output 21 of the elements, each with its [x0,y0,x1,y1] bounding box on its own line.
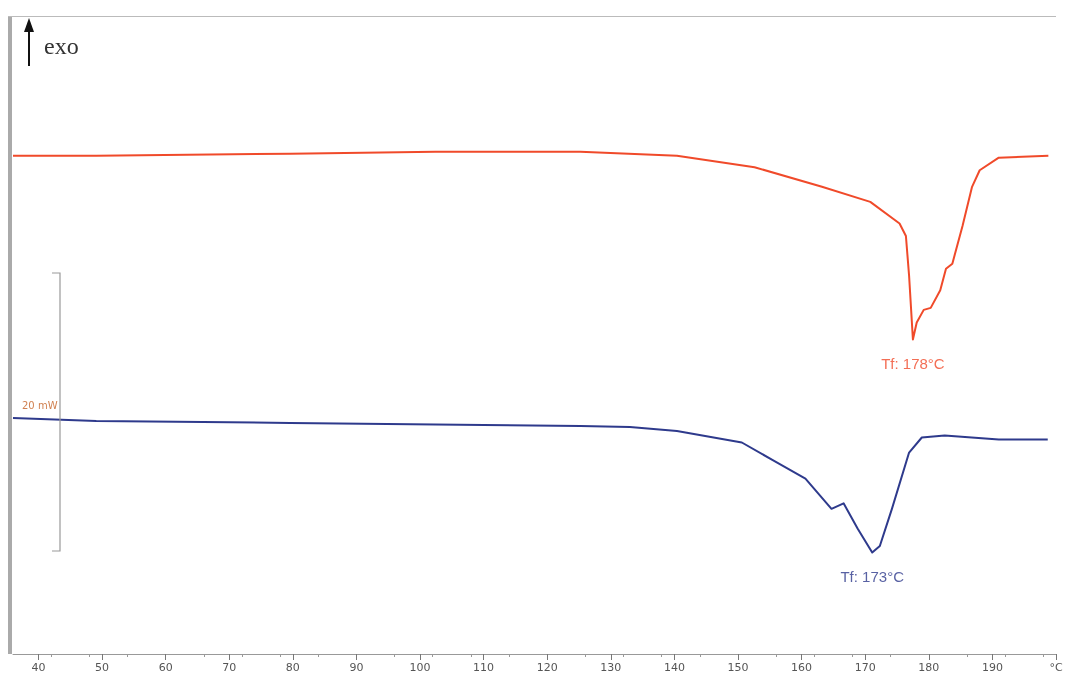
annotation: Tf: 173°C [840,567,905,585]
annotation: Tf: 178°C [881,354,945,372]
x-tick-label: 70 [222,661,237,674]
x-tick-label: 60 [158,661,173,674]
x-tick-label: 180 [918,661,940,674]
x-tick-label: 140 [663,661,685,674]
x-tick-label: °C [1049,661,1063,674]
x-tick-label: 100 [409,661,431,674]
y-axis-title: exo [44,33,79,59]
x-tick-label: 150 [727,661,749,674]
annotation: 20 mW [22,399,58,411]
x-tick-label: 80 [285,661,300,674]
x-tick-label: 120 [536,661,558,674]
x-tick-label: 110 [473,661,495,674]
x-tick-label: 190 [981,661,1003,674]
x-tick-label: 160 [791,661,813,674]
x-tick-label: 170 [854,661,876,674]
x-tick-label: 130 [600,661,622,674]
x-tick-label: 90 [349,661,364,674]
x-tick-label: 40 [31,661,46,674]
x-tick-label: 50 [95,661,110,674]
